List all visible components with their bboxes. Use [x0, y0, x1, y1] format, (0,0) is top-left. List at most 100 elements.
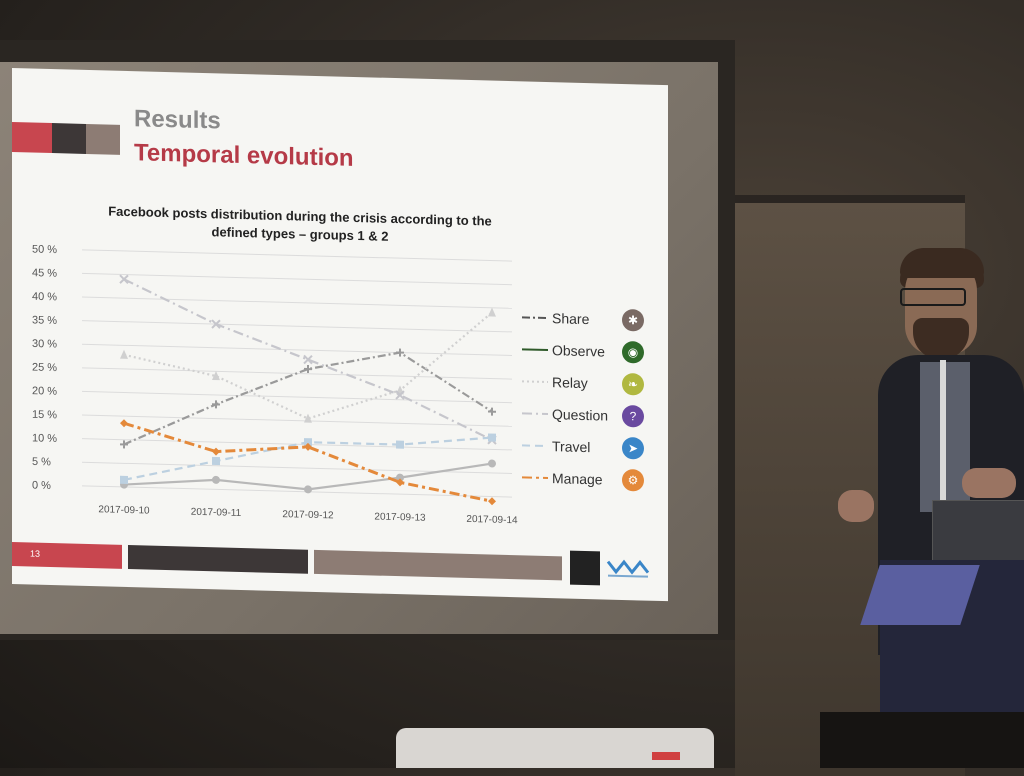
y-tick-label: 10 %	[32, 432, 57, 445]
data-point	[396, 478, 404, 487]
legend-label: Question	[552, 406, 609, 424]
y-tick-label: 5 %	[32, 456, 51, 468]
legend-swatch	[522, 316, 548, 320]
slide-title: Results	[134, 105, 221, 135]
y-tick-label: 50 %	[32, 244, 57, 257]
legend-label: Share	[552, 310, 590, 328]
footer-bar-red	[12, 542, 122, 569]
telecom-logo	[570, 550, 600, 586]
data-point	[304, 485, 312, 494]
data-point	[212, 400, 220, 409]
presenter-hand-left	[838, 490, 874, 522]
data-point	[488, 407, 496, 416]
share-icon: ✱	[622, 308, 644, 332]
slide-subtitle: Temporal evolution	[134, 139, 354, 172]
y-tick-label: 40 %	[32, 291, 57, 304]
x-tick-label: 2017-09-11	[191, 507, 242, 519]
data-point	[304, 442, 312, 451]
data-point	[212, 371, 220, 381]
gridline	[82, 438, 512, 451]
footer-bar-dark	[128, 545, 308, 574]
series-line-manage	[123, 421, 493, 503]
legend-item-manage: Manage ⚙	[522, 461, 662, 497]
legend-item-question: Question?	[522, 397, 662, 433]
y-tick-label: 20 %	[32, 385, 57, 398]
data-point	[120, 349, 128, 359]
data-point	[304, 413, 312, 423]
legend-item-travel: Travel ➤	[522, 429, 662, 465]
footer-bar-taupe	[314, 549, 562, 581]
data-point	[120, 440, 128, 449]
presenter-hair-top	[900, 248, 984, 278]
data-point	[396, 473, 404, 482]
presenter-glasses	[900, 288, 966, 306]
gridline	[82, 320, 512, 333]
data-point	[304, 438, 312, 447]
data-point	[120, 419, 128, 428]
series-line-question	[123, 278, 493, 441]
legend-swatch	[522, 444, 548, 448]
chart-legend: Share ✱ Observe ◉ Relay ❧ Question? Travel ➤ Mana…	[522, 301, 662, 497]
legend-item-observe: Observe ◉	[522, 333, 662, 369]
y-tick-label: 25 %	[32, 362, 57, 375]
data-point	[212, 475, 220, 484]
page-number: 13	[30, 548, 41, 559]
projector-device	[396, 728, 714, 768]
accent-bar-taupe	[86, 123, 120, 155]
legend-label: Relay	[552, 374, 588, 392]
data-point	[396, 440, 404, 449]
series-line-share	[123, 351, 493, 446]
podium-top	[860, 565, 980, 625]
data-point	[212, 456, 220, 466]
legend-swatch	[522, 348, 548, 352]
question-icon: ?	[622, 404, 644, 428]
data-point	[488, 497, 496, 506]
x-tick-label: 2017-09-14	[466, 514, 518, 526]
series-line-travel	[123, 436, 493, 481]
gridline	[82, 343, 512, 356]
gridline	[82, 485, 512, 498]
gridline	[82, 296, 512, 309]
presenter-hand-right	[962, 468, 1016, 498]
data-point	[395, 390, 405, 400]
data-point	[488, 433, 496, 442]
eye-icon: ◉	[622, 340, 644, 364]
legend-swatch	[522, 476, 548, 480]
legend-label: Travel	[552, 438, 591, 456]
x-tick-label: 2017-09-10	[98, 504, 150, 516]
x-tick-label: 2017-09-12	[282, 509, 334, 521]
y-tick-label: 35 %	[32, 314, 57, 327]
gridline	[82, 272, 512, 286]
legend-item-relay: Relay ❧	[522, 365, 662, 401]
line-chart: 50 % 45 % 40 % 35 % 30 % 25 % 20 % 15 % 10 % 5 % 0…	[32, 244, 518, 527]
legend-label: Manage	[552, 470, 603, 488]
y-tick-label: 45 %	[32, 267, 57, 280]
legend-item-share: Share ✱	[522, 301, 662, 337]
paper-plane-icon: ➤	[622, 436, 644, 460]
legend-swatch	[522, 380, 548, 384]
y-tick-label: 0 %	[32, 480, 51, 492]
legend-swatch	[522, 412, 548, 416]
ear-icon: ❧	[622, 372, 644, 396]
y-tick-label: 30 %	[32, 338, 57, 351]
accent-bar-red	[12, 122, 52, 154]
data-point	[396, 348, 404, 357]
data-point	[119, 274, 129, 285]
data-point	[303, 354, 313, 365]
data-point	[212, 447, 220, 456]
device-red-label	[652, 752, 680, 760]
gridline	[82, 249, 512, 262]
presenter-lanyard	[940, 360, 946, 500]
series-line-relay	[123, 311, 493, 420]
data-point	[488, 307, 496, 317]
presentation-slide: Results Temporal evolution Facebook post…	[12, 68, 668, 602]
x-tick-label: 2017-09-13	[374, 511, 426, 523]
data-point	[120, 475, 128, 484]
gridline	[82, 414, 512, 427]
data-point	[211, 319, 221, 329]
data-point	[304, 365, 312, 374]
data-point	[488, 459, 496, 468]
gridline	[82, 390, 512, 404]
desk	[820, 712, 1024, 768]
y-tick-label: 15 %	[32, 409, 57, 422]
